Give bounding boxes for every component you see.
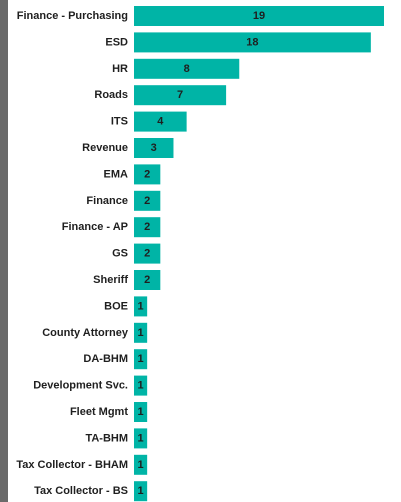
category-label: County Attorney — [42, 327, 129, 339]
bar[interactable] — [134, 322, 148, 343]
data-label: 1 — [138, 353, 144, 365]
bar[interactable] — [134, 349, 148, 370]
category-label: ESD — [105, 36, 128, 48]
category-label: Fleet Mgmt — [70, 406, 128, 418]
bar[interactable] — [134, 58, 240, 79]
category-label: Roads — [94, 89, 128, 101]
category-label: GS — [112, 248, 128, 260]
data-label: 3 — [151, 142, 157, 154]
bar[interactable] — [134, 217, 161, 238]
data-label: 2 — [144, 195, 150, 207]
category-label: ITS — [111, 116, 128, 128]
bar[interactable] — [134, 164, 161, 185]
bar[interactable] — [134, 243, 161, 264]
category-label: Finance - Purchasing — [17, 10, 128, 22]
bar[interactable] — [134, 428, 148, 449]
category-label: Tax Collector - BS — [34, 485, 128, 497]
bar[interactable] — [134, 402, 148, 422]
data-label: 7 — [177, 89, 183, 101]
category-label: Finance — [86, 195, 128, 207]
data-label: 8 — [184, 63, 190, 75]
data-label: 2 — [144, 248, 150, 260]
bar[interactable] — [134, 454, 148, 475]
data-label: 1 — [138, 432, 144, 444]
bar[interactable] — [134, 481, 148, 502]
category-label: BOE — [104, 300, 128, 312]
category-label: Tax Collector - BHAM — [16, 459, 128, 471]
bar[interactable] — [134, 296, 148, 317]
category-label: EMA — [104, 168, 129, 180]
bar[interactable] — [134, 85, 227, 106]
bar[interactable] — [134, 190, 161, 211]
bar[interactable] — [134, 111, 187, 132]
window-left-edge — [0, 0, 8, 502]
data-label: 1 — [138, 327, 144, 339]
category-label: Finance - AP — [62, 221, 128, 233]
category-label: HR — [112, 63, 128, 75]
data-label: 2 — [144, 168, 150, 180]
category-label: DA-BHM — [83, 353, 128, 365]
category-label: Development Svc. — [33, 380, 128, 392]
data-label: 1 — [138, 300, 144, 312]
data-label: 1 — [138, 380, 144, 392]
category-label: Sheriff — [93, 274, 128, 286]
data-label: 18 — [246, 36, 258, 48]
bar[interactable] — [134, 375, 148, 396]
data-label: 2 — [144, 274, 150, 286]
data-label: 2 — [144, 221, 150, 233]
bar[interactable] — [134, 138, 174, 158]
data-label: 4 — [157, 116, 164, 128]
data-label: 19 — [253, 10, 265, 22]
bar[interactable] — [134, 32, 371, 53]
category-label: TA-BHM — [85, 432, 128, 444]
data-label: 1 — [138, 485, 144, 497]
category-label: Revenue — [82, 142, 128, 154]
bar[interactable] — [134, 6, 384, 26]
bar[interactable] — [134, 270, 161, 290]
data-label: 1 — [138, 459, 144, 471]
data-label: 1 — [138, 406, 144, 418]
